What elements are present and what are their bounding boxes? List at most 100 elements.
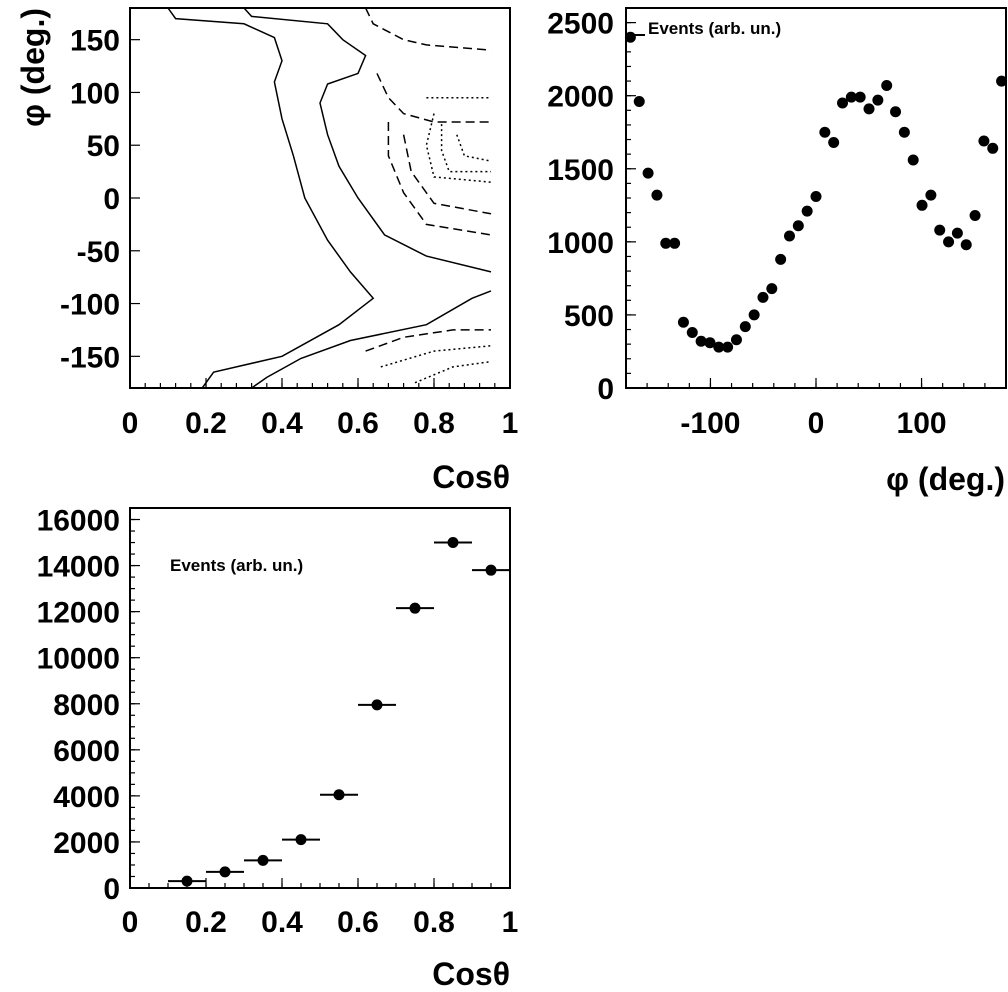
phi-data-point bbox=[898, 126, 910, 138]
contour-y-tick-label: -150 bbox=[60, 341, 120, 374]
contour-line-dotted bbox=[425, 113, 492, 183]
phi-data-point bbox=[916, 199, 928, 211]
phi-data-point bbox=[775, 253, 787, 265]
phi-data-point bbox=[642, 167, 654, 179]
contour-line-dotted bbox=[456, 134, 492, 162]
phi-data-point bbox=[845, 91, 857, 103]
contour-line-dashed bbox=[387, 122, 492, 236]
cos-x-tick-label: 0 bbox=[122, 906, 139, 939]
phi-x-tick-label: -100 bbox=[680, 407, 740, 440]
phi-data-point bbox=[739, 321, 751, 333]
contour-line-dashed bbox=[365, 329, 491, 352]
contour-plot-frame bbox=[129, 7, 511, 389]
contour-line-solid bbox=[167, 7, 375, 389]
contour-y-axis-title: φ (deg.) bbox=[15, 8, 51, 127]
contour-x-tick-label: 0.4 bbox=[261, 407, 303, 440]
phi-y-ticks: 0 500 1000 1500 2000 2500 bbox=[547, 7, 636, 406]
cos-data-point bbox=[295, 834, 307, 846]
contour-line-dotted bbox=[380, 345, 492, 368]
phi-data-point bbox=[783, 230, 795, 242]
cos-y-tick-label: 2000 bbox=[53, 827, 120, 860]
phi-y-tick-label: 2500 bbox=[547, 8, 614, 41]
contour-line-dashed bbox=[376, 73, 491, 123]
phi-data-point bbox=[792, 220, 804, 232]
cos-y-ticks: 0 2000 4000 6000 8000 10000 12000 14000 16000 bbox=[37, 505, 140, 906]
contour-x-tick-label: 1 bbox=[502, 407, 519, 440]
phi-data-point bbox=[722, 341, 734, 353]
phi-data-point bbox=[757, 291, 769, 303]
cos-legend: Events (arb. un.) bbox=[170, 556, 303, 575]
phi-data-point bbox=[987, 142, 999, 154]
cos-y-tick-label: 10000 bbox=[37, 643, 120, 676]
phi-x-tick-label: 100 bbox=[897, 407, 947, 440]
phi-data-point bbox=[996, 75, 1008, 87]
phi-y-tick-label: 0 bbox=[597, 373, 614, 406]
contour-line-solid bbox=[251, 290, 492, 389]
phi-data-point bbox=[951, 227, 963, 239]
contour-x-tick-label: 0.2 bbox=[185, 407, 227, 440]
cos-data-point bbox=[485, 564, 497, 576]
cos-y-tick-label: 12000 bbox=[37, 597, 120, 630]
contour-lines bbox=[167, 7, 492, 389]
contour-line-dotted bbox=[414, 360, 492, 384]
cos-panel: Events (arb. un.) 0 0.2 0.4 0.6 0.8 1 0 2000 40… bbox=[37, 505, 519, 992]
phi-legend: Events (arb. un.) bbox=[648, 19, 781, 38]
phi-data-point bbox=[960, 239, 972, 251]
phi-data-point bbox=[872, 94, 884, 106]
contour-y-tick-label: 0 bbox=[103, 183, 120, 216]
phi-data-point bbox=[660, 237, 672, 249]
phi-data-point bbox=[837, 97, 849, 109]
phi-data-point bbox=[828, 136, 840, 148]
contour-x-ticks: 0 0.2 0.4 0.6 0.8 1 bbox=[122, 378, 519, 440]
phi-points bbox=[624, 31, 1008, 353]
cos-data-point bbox=[409, 602, 421, 614]
phi-x-tick-label: 0 bbox=[808, 407, 825, 440]
cos-x-ticks: 0 0.2 0.4 0.6 0.8 1 bbox=[122, 878, 519, 939]
phi-y-tick-label: 500 bbox=[564, 300, 614, 333]
cos-data-point bbox=[181, 875, 193, 887]
phi-data-point bbox=[907, 154, 919, 166]
cos-x-tick-label: 0.4 bbox=[261, 906, 303, 939]
cos-data-point bbox=[257, 854, 269, 866]
contour-y-ticks: -150 -100 -50 0 50 100 150 bbox=[60, 25, 140, 374]
phi-data-point bbox=[730, 334, 742, 346]
phi-data-point bbox=[881, 79, 893, 91]
contour-panel: 0 0.2 0.4 0.6 0.8 1 -150 -100 -50 0 50 100 150 Cosθ… bbox=[15, 7, 519, 495]
contour-line-dashed bbox=[364, 7, 492, 51]
contour-x-tick-label: 0 bbox=[122, 407, 139, 440]
cos-y-tick-label: 6000 bbox=[53, 735, 120, 768]
phi-data-point bbox=[669, 237, 681, 249]
phi-data-point bbox=[810, 191, 822, 203]
phi-data-point bbox=[854, 91, 866, 103]
cos-points bbox=[130, 537, 510, 889]
phi-x-axis-title: φ (deg.) bbox=[886, 461, 1005, 497]
phi-data-point bbox=[748, 309, 760, 321]
phi-data-point bbox=[624, 31, 636, 43]
cos-y-tick-label: 16000 bbox=[37, 505, 120, 538]
cos-data-point bbox=[333, 789, 345, 801]
phi-data-point bbox=[686, 326, 698, 338]
phi-data-point bbox=[925, 189, 937, 201]
cos-data-point bbox=[371, 699, 383, 711]
phi-x-ticks: -100 0 100 bbox=[625, 378, 1007, 440]
cos-y-tick-label: 0 bbox=[103, 873, 120, 906]
contour-line-dashed bbox=[402, 134, 492, 215]
contour-x-tick-label: 0.6 bbox=[337, 407, 379, 440]
contour-x-tick-label: 0.8 bbox=[413, 407, 455, 440]
cos-x-axis-title: Cosθ bbox=[432, 956, 510, 992]
phi-data-point bbox=[766, 283, 778, 295]
cos-data-point bbox=[447, 537, 459, 549]
phi-data-point bbox=[943, 236, 955, 248]
contour-x-axis-title: Cosθ bbox=[432, 459, 510, 495]
phi-panel: Events (arb. un.) -100 0 100 0 500 1000 1500 2… bbox=[547, 7, 1008, 497]
contour-y-tick-label: 150 bbox=[70, 25, 120, 58]
phi-data-point bbox=[863, 103, 875, 115]
cos-x-tick-label: 1 bbox=[502, 906, 519, 939]
phi-data-point bbox=[633, 96, 645, 108]
contour-line-dotted bbox=[440, 124, 491, 173]
phi-data-point bbox=[695, 335, 707, 347]
phi-data-point bbox=[704, 337, 716, 349]
contour-y-tick-label: 50 bbox=[87, 130, 120, 163]
cos-y-tick-label: 8000 bbox=[53, 689, 120, 722]
